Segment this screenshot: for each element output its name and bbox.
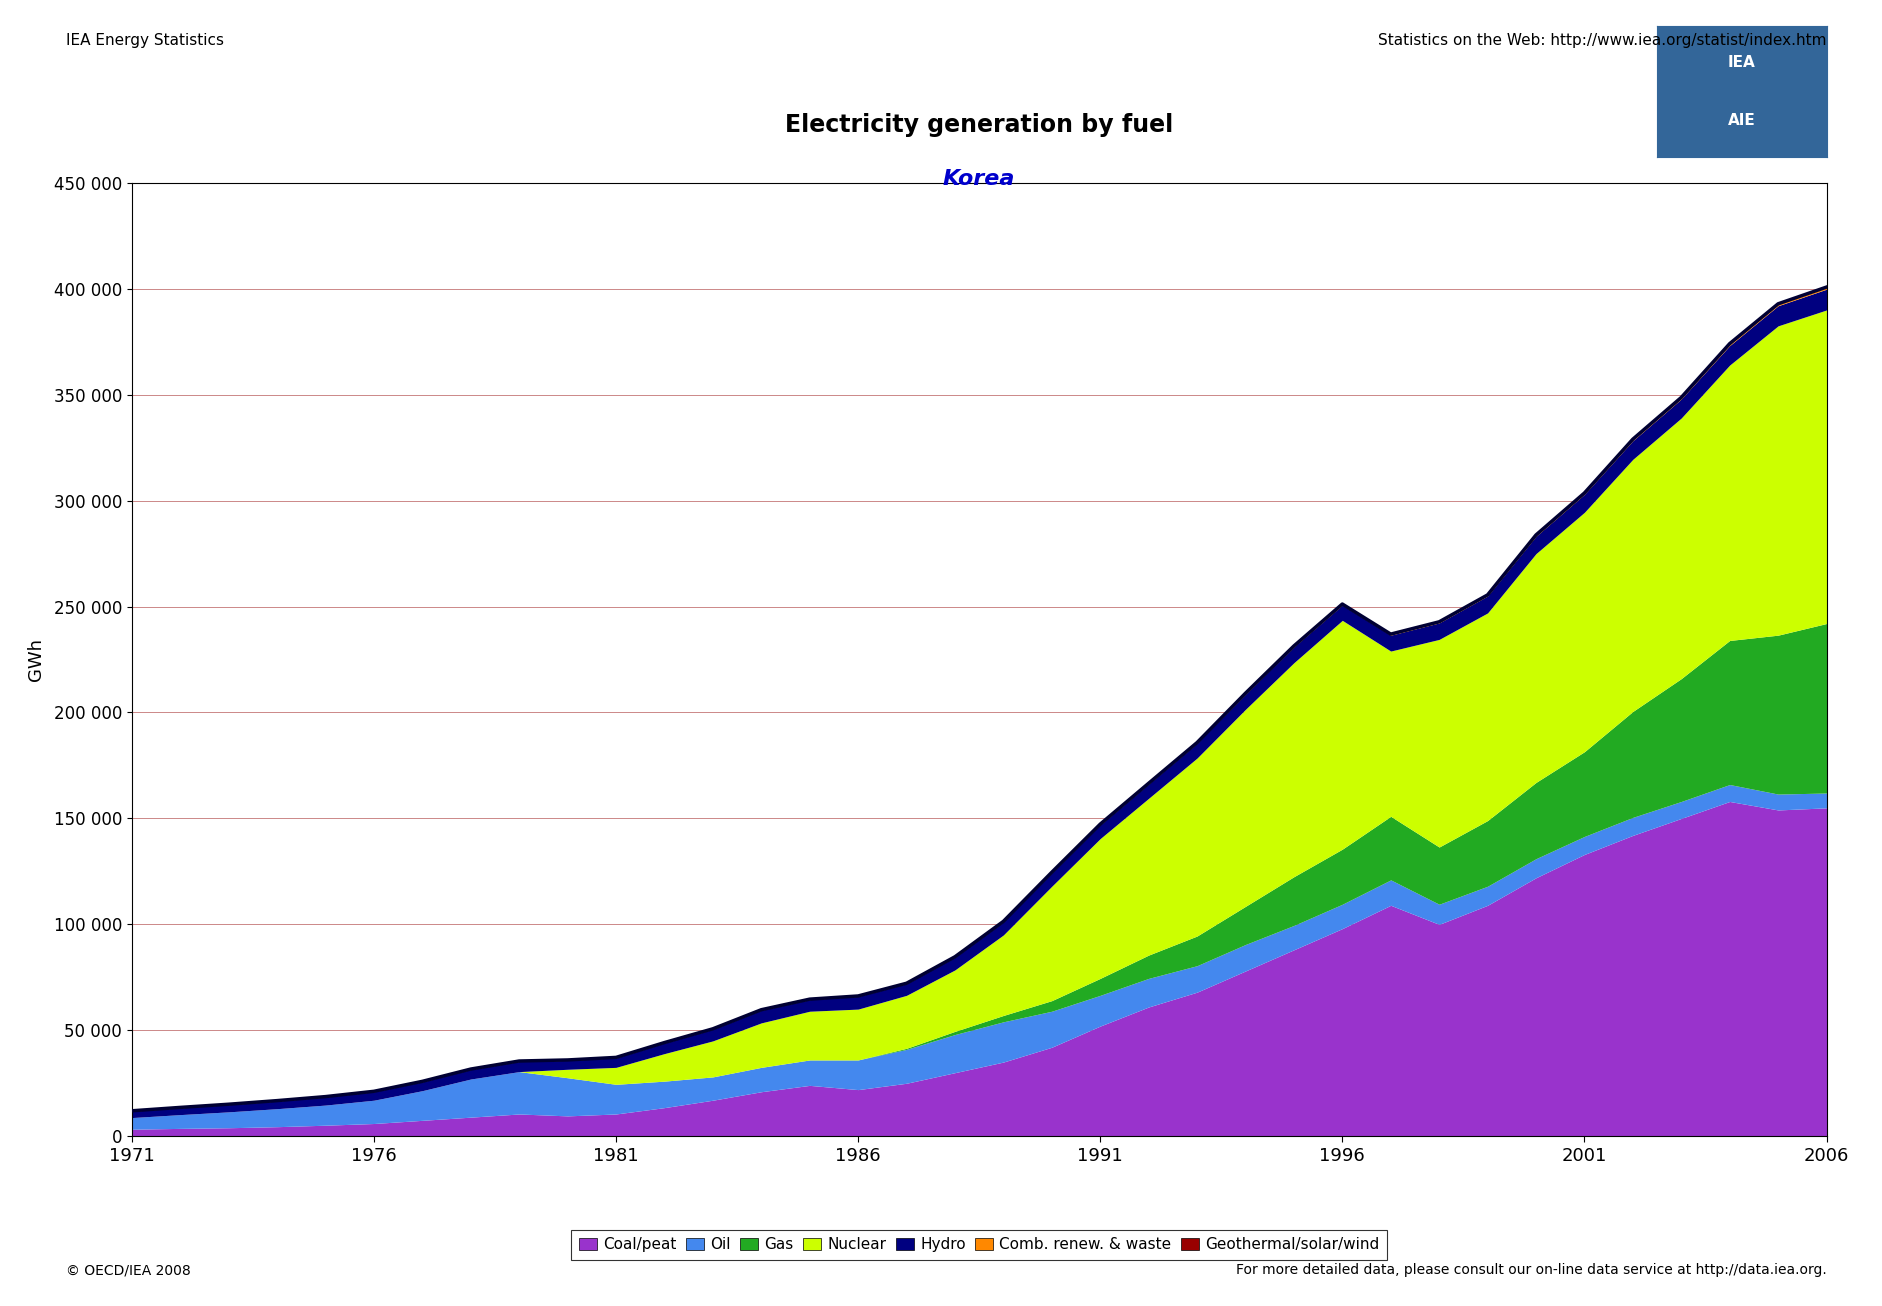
Text: For more detailed data, please consult our on-line data service at http://data.i: For more detailed data, please consult o… <box>1235 1263 1826 1277</box>
Text: Statistics on the Web: http://www.iea.org/statist/index.htm: Statistics on the Web: http://www.iea.or… <box>1378 33 1826 47</box>
Text: IEA: IEA <box>1728 55 1754 71</box>
Text: Korea: Korea <box>943 170 1014 189</box>
Text: IEA Energy Statistics: IEA Energy Statistics <box>66 33 224 47</box>
Text: © OECD/IEA 2008: © OECD/IEA 2008 <box>66 1263 190 1277</box>
Text: AIE: AIE <box>1728 112 1754 128</box>
Legend: Coal/peat, Oil, Gas, Nuclear, Hydro, Comb. renew. & waste, Geothermal/solar/wind: Coal/peat, Oil, Gas, Nuclear, Hydro, Com… <box>570 1230 1387 1260</box>
Text: Electricity generation by fuel: Electricity generation by fuel <box>785 114 1172 137</box>
Y-axis label: GWh: GWh <box>28 639 45 680</box>
